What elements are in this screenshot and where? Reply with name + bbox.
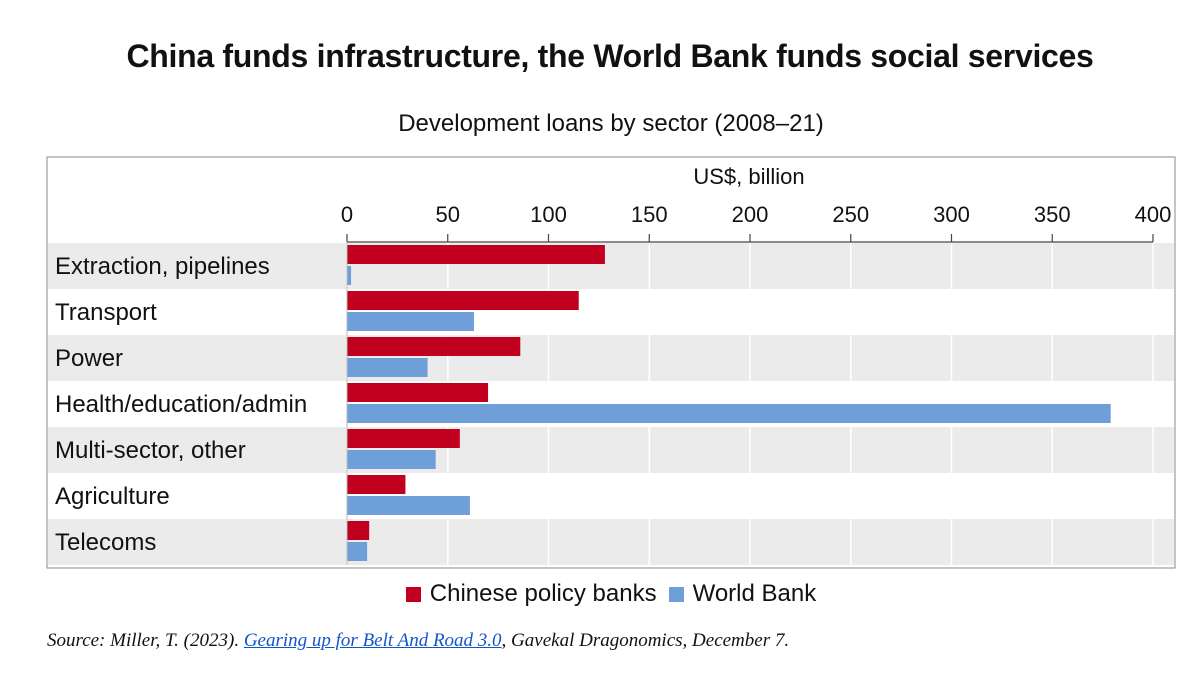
bar-world-bank-telecoms — [347, 542, 368, 561]
bar-chinese-policy-banks-health-education-admin — [347, 383, 489, 402]
bar-world-bank-agriculture — [347, 496, 470, 515]
source-suffix: , Gavekal Dragonomics, December 7. — [501, 630, 790, 651]
row-band-agriculture — [48, 473, 1174, 519]
category-label-power: Power — [55, 345, 123, 372]
row-band-power — [48, 335, 1174, 381]
bar-chart: 0 50 100 150 200 250 300 350 400 US$, billion Extr… — [46, 156, 1176, 569]
x-tick-label-100: 100 — [530, 202, 567, 227]
row-band-multi-sector-other — [48, 427, 1174, 473]
source-prefix: Source: Miller, T. (2023). — [47, 630, 244, 651]
x-tick-label-0: 0 — [341, 202, 353, 227]
bar-chinese-policy-banks-extraction-pipelines — [347, 245, 605, 264]
bar-chinese-policy-banks-multi-sector-other — [347, 429, 460, 448]
chart-subtitle: Development loans by sector (2008–21) — [398, 110, 824, 137]
bar-world-bank-multi-sector-other — [347, 450, 436, 469]
x-tick-label-400: 400 — [1135, 202, 1172, 227]
x-tick-label-200: 200 — [732, 202, 769, 227]
bar-chinese-policy-banks-power — [347, 337, 521, 356]
chart-title: China funds infrastructure, the World Ba… — [126, 38, 1094, 74]
x-tick-label-350: 350 — [1034, 202, 1071, 227]
source-link[interactable]: Gearing up for Belt And Road 3.0 — [243, 630, 502, 651]
source-citation: Source: Miller, T. (2023). Gearing up fo… — [47, 630, 789, 652]
category-label-multi-sector-other: Multi-sector, other — [55, 437, 246, 464]
x-tick-label-150: 150 — [631, 202, 668, 227]
legend: Chinese policy banks World Bank — [0, 580, 1200, 608]
x-axis-label: US$, billion — [693, 164, 804, 189]
category-label-transport: Transport — [55, 299, 157, 326]
bar-world-bank-transport — [347, 312, 474, 331]
row-band-telecoms — [48, 519, 1174, 565]
x-tick-label-50: 50 — [436, 202, 460, 227]
bar-chinese-policy-banks-agriculture — [347, 475, 406, 494]
legend-item-world-bank: World Bank — [668, 580, 817, 608]
legend-swatch-chinese-policy-banks — [405, 586, 421, 602]
x-tick-label-300: 300 — [933, 202, 970, 227]
x-tick-label-250: 250 — [832, 202, 869, 227]
bar-world-bank-power — [347, 358, 428, 377]
row-band-transport — [48, 289, 1174, 335]
legend-label-chinese-policy-banks: Chinese policy banks — [429, 580, 657, 607]
legend-item-chinese-policy-banks: Chinese policy banks — [405, 580, 657, 608]
bar-world-bank-health-education-admin — [347, 404, 1111, 423]
category-label-health-education-admin: Health/education/admin — [55, 391, 307, 418]
category-label-agriculture: Agriculture — [55, 483, 170, 510]
legend-label-world-bank: World Bank — [692, 580, 817, 607]
bar-world-bank-extraction-pipelines — [347, 266, 352, 285]
category-label-telecoms: Telecoms — [55, 529, 156, 556]
bar-chinese-policy-banks-transport — [347, 291, 579, 310]
bar-chinese-policy-banks-telecoms — [347, 521, 370, 540]
row-band-extraction-pipelines — [48, 243, 1174, 289]
category-label-extraction-pipelines: Extraction, pipelines — [55, 253, 270, 280]
legend-swatch-world-bank — [668, 586, 684, 602]
